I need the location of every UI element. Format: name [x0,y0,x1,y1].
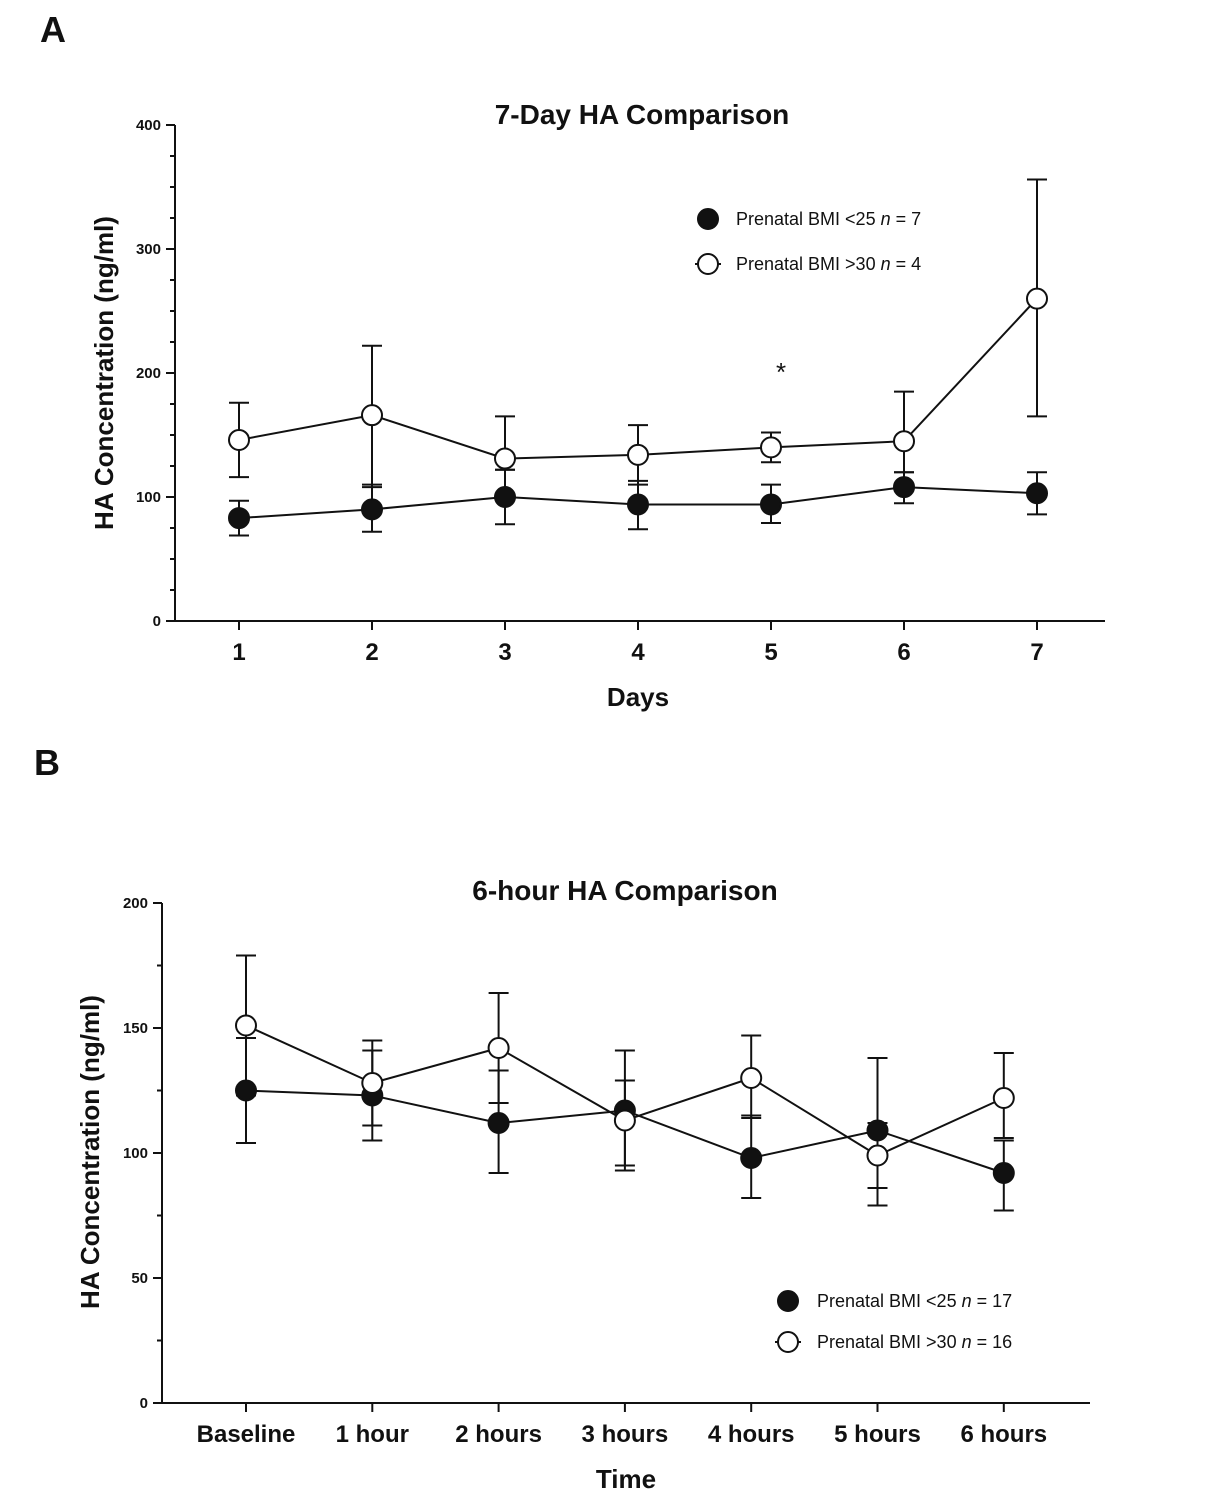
panel-a-series-bmi-under-25-point [1026,482,1048,505]
panel-a-series-bmi-over-30-point [760,436,782,459]
panel-b-y-tick-label: 150 [123,1020,148,1037]
panel-a-series-bmi-over-30-point [1026,287,1048,310]
panel-b-x-tick-label: Baseline [197,1421,296,1448]
panel-a-significance-marker: * [776,357,786,387]
panel-b-legend-bmi-over-30-marker [777,1331,799,1353]
panel-b-x-axis-label: Time [596,1464,656,1494]
panel-a-series-bmi-under-25-point [228,507,250,530]
panel-b-series-bmi-over-30-point [740,1067,763,1089]
panel-a-y-tick-label: 400 [136,117,161,134]
panel-b-title: 6-hour HA Comparison [472,875,777,906]
panel-a-series-bmi-over-30-point [361,404,383,427]
panel-a-title: 7-Day HA Comparison [495,99,790,130]
panel-a-y-axis-label: HA Concentration (ng/ml) [89,216,119,530]
panel-a-legend-bmi-under-25-label: Prenatal BMI <25 n = 7 [736,209,921,229]
panel-a-series-bmi-over-30-point [893,430,915,453]
panel-b-y-tick-label: 50 [131,1270,148,1287]
panel-b-x-tick-label: 3 hours [582,1421,669,1448]
panel-b-series-bmi-under-25-point [487,1112,510,1134]
panel-a-y-tick-label: 200 [136,365,161,382]
panel-a-y-tick-label: 0 [153,613,161,630]
panel-b-x-tick-label: 4 hours [708,1421,795,1448]
panel-b-x-tick-label: 6 hours [960,1421,1047,1448]
panel-b-legend-bmi-under-25-marker [777,1290,799,1312]
panel-a-y-tick-label: 100 [136,489,161,506]
panel-b-series-bmi-over-30-point [487,1037,510,1059]
panel-b-label: B [34,742,60,783]
panel-b-series-bmi-over-30-point [866,1144,889,1167]
panel-a-x-axis-label: Days [607,682,669,712]
panel-b-series-bmi-over-30-point [235,1014,257,1037]
panel-b-series-bmi-under-25-point [992,1162,1015,1184]
panel-a-legend-bmi-under-25-marker [697,208,719,230]
panel-a-x-tick-label: 5 [764,639,777,666]
panel-a-legend-bmi-over-30-marker [697,253,719,275]
panel-b-x-tick-label: 1 hour [336,1421,409,1448]
panel-a-series-bmi-under-25-point [627,493,649,516]
panel-a-series-bmi-under-25-point [494,486,516,508]
panel-a-series-bmi-under-25-point [760,493,782,516]
panel-b-series-bmi-under-25-point [235,1079,257,1102]
panel-a-x-tick-label: 4 [631,639,645,666]
panel-a-x-tick-label: 6 [897,639,910,666]
panel-b-y-tick-label: 100 [123,1145,148,1162]
panel-b-legend-bmi-over-30-label: Prenatal BMI >30 n = 16 [817,1332,1012,1352]
panel-b-y-axis-label: HA Concentration (ng/ml) [75,995,105,1309]
panel-b-plot-area: 0 50 100 150 200 Baseline 1 hour 2 hours 3 hours… [123,895,1090,1448]
panel-b-series-bmi-under-25-point [740,1147,763,1169]
panel-b-x-tick-label: 2 hours [455,1421,542,1448]
panel-a-x-tick-label: 7 [1030,639,1043,666]
panel-a-x-tick-label: 1 [232,639,245,666]
panel-a-series-bmi-over-30-point [228,428,250,451]
panel-b-series-bmi-under-25-point [866,1119,889,1142]
panel-a-y-tick-label: 300 [136,241,161,258]
panel-a-x-tick-label: 2 [365,639,378,666]
panel-a-series-bmi-under-25-point [893,476,915,499]
panel-b: B 6-hour HA Comparison HA Concentration … [34,742,1090,1494]
panel-b-legend-bmi-under-25-label: Prenatal BMI <25 n = 17 [817,1291,1012,1311]
panel-a-series-bmi-under-25-point [361,498,383,521]
panel-b-y-tick-label: 0 [140,1395,148,1412]
panel-a-x-tick-label: 3 [498,639,511,666]
panel-a-plot-area: 0 100 200 300 400 1 2 3 4 5 6 7 * Prenatal BMI <25 n … [136,117,1105,666]
panel-a-legend-bmi-over-30-label: Prenatal BMI >30 n = 4 [736,254,921,274]
panel-b-y-tick-label: 200 [123,895,148,912]
panel-a-series-bmi-over-30-point [627,443,649,466]
panel-a: A 7-Day HA Comparison HA Concentration (… [40,9,1105,712]
panel-a-label: A [40,9,66,50]
panel-b-series-bmi-over-30-point [992,1087,1015,1109]
panel-b-series-bmi-over-30-point [613,1109,636,1132]
panel-b-series-bmi-over-30-point [361,1072,384,1094]
panel-a-series-bmi-over-30-point [494,447,516,470]
panel-b-x-tick-label: 5 hours [834,1421,921,1448]
